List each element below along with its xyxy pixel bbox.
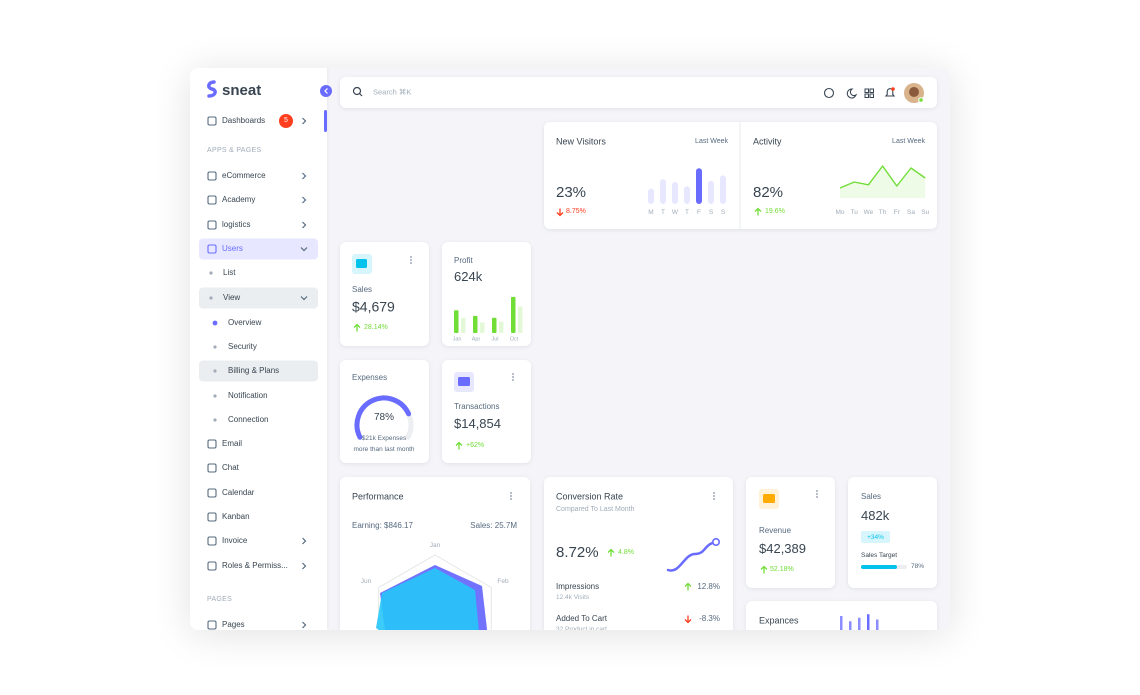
menu-item[interactable]: Security — [228, 342, 257, 352]
period: Last Week — [892, 137, 925, 145]
day-label: S — [720, 209, 726, 217]
change: 4.8% — [618, 548, 634, 556]
menu-item[interactable]: Pages — [222, 620, 245, 630]
menu-item[interactable]: Calendar — [222, 488, 255, 498]
earning: Earning: $846.17 — [352, 521, 413, 531]
target-label: Sales Target — [861, 552, 898, 560]
label: Revenue — [759, 526, 792, 536]
day-label: Tu — [850, 209, 858, 217]
search-bar — [340, 77, 937, 108]
note: more than last month — [353, 446, 415, 454]
kpi-value: 82% — [753, 184, 784, 201]
day-label: T — [685, 209, 689, 217]
card-title: Activity — [753, 136, 782, 147]
row-sub: 12.4k Visits — [556, 594, 590, 602]
menu-item[interactable]: Notification — [228, 391, 268, 401]
value: $42,389 — [759, 541, 806, 557]
day-label: Fr — [893, 209, 900, 217]
row-label: Added To Cart — [556, 614, 607, 624]
section-label: APPS & PAGES — [207, 146, 262, 154]
day-label: T — [661, 209, 665, 217]
menu-item[interactable]: eCommerce — [222, 171, 266, 181]
day-label: F — [697, 209, 701, 217]
section-label: PAGES — [207, 595, 233, 603]
label: Sales — [861, 492, 882, 502]
axis-label: Feb — [497, 578, 509, 586]
card-title: Performance — [352, 491, 404, 502]
value: $14,854 — [454, 416, 501, 432]
badge: +34% — [867, 533, 884, 541]
change: 19.6% — [765, 207, 785, 215]
app-window: sneat Dashboards 5 APPS & PAGES eCommerce Aca… — [190, 68, 950, 630]
change: 28.14% — [364, 323, 388, 331]
label: Expenses — [352, 373, 388, 383]
menu-item[interactable]: Roles & Permiss... — [222, 561, 288, 571]
day-label: S — [708, 209, 714, 217]
menu-item[interactable]: View — [223, 293, 241, 303]
change: +62% — [466, 441, 485, 449]
day-label: Sa — [907, 209, 915, 217]
row-label: Impressions — [556, 582, 600, 592]
label: Transactions — [454, 402, 500, 412]
month-label: Jul — [491, 336, 499, 343]
period: Last Week — [695, 137, 728, 145]
change: 8.75% — [566, 207, 586, 215]
row-change: -8.3% — [699, 614, 720, 624]
menu-item[interactable]: Email — [222, 439, 243, 449]
card-title: Expances — [759, 615, 799, 626]
menu-item[interactable]: Overview — [228, 318, 262, 328]
menu-item[interactable]: logistics — [222, 220, 251, 230]
label: Profit — [454, 256, 473, 266]
percent: 78% — [910, 563, 924, 571]
label: Sales — [352, 285, 373, 295]
note: $21k Expenses — [361, 435, 407, 443]
row-change: 12.8% — [697, 582, 720, 592]
kpi-value: 8.72% — [556, 544, 599, 561]
menu-item[interactable]: Chat — [222, 463, 239, 473]
menu-item[interactable]: Invoice — [222, 536, 248, 546]
menu-item[interactable]: Connection — [228, 415, 269, 425]
day-label: M — [648, 209, 654, 217]
day-label: Th — [878, 209, 887, 217]
menu-item[interactable]: Kanban — [222, 512, 250, 522]
gauge-value: 78% — [373, 412, 395, 423]
month-label: Jan — [452, 336, 462, 343]
day-label: We — [863, 209, 874, 217]
search-input[interactable]: Search ⌘K — [373, 87, 412, 97]
badge: 5 — [284, 116, 288, 124]
change: 52.18% — [770, 565, 794, 573]
card-title: New Visitors — [556, 136, 606, 147]
value: 624k — [454, 269, 483, 285]
brand: sneat — [222, 82, 262, 99]
value: $4,679 — [352, 298, 395, 315]
month-label: Apr — [471, 336, 481, 343]
card-title: Conversion Rate — [556, 491, 624, 502]
day-label: Mo — [835, 209, 845, 217]
row-sub: 32 Product in cart — [556, 626, 607, 630]
sidebar — [190, 68, 327, 630]
day-label: Su — [921, 209, 930, 217]
menu-item[interactable]: Academy — [222, 195, 256, 205]
day-label: W — [671, 209, 679, 217]
menu-item[interactable]: Dashboards — [222, 116, 266, 126]
subtitle: Compared To Last Month — [556, 505, 635, 513]
menu-item[interactable]: Billing & Plans — [228, 366, 280, 376]
menu-item[interactable]: Users — [222, 244, 243, 254]
menu-item[interactable]: List — [223, 268, 236, 278]
month-label: Oct — [509, 336, 519, 343]
kpi-value: 23% — [556, 184, 587, 201]
sales: Sales: 25.7M — [470, 521, 517, 531]
value: 482k — [861, 508, 890, 524]
axis-label: Jan — [429, 542, 441, 550]
axis-label: Jun — [360, 578, 372, 586]
